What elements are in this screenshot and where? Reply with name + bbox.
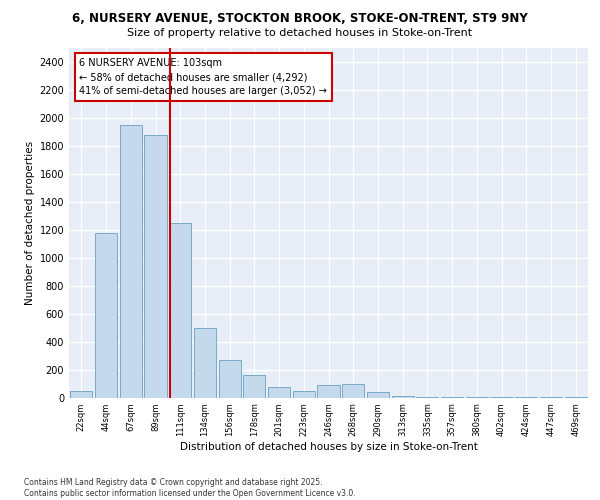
Bar xyxy=(342,384,364,398)
Bar xyxy=(416,397,439,398)
Bar xyxy=(466,397,488,398)
Y-axis label: Number of detached properties: Number of detached properties xyxy=(25,140,35,304)
Bar xyxy=(218,360,241,398)
Bar xyxy=(367,392,389,398)
Text: 6 NURSERY AVENUE: 103sqm
← 58% of detached houses are smaller (4,292)
41% of sem: 6 NURSERY AVENUE: 103sqm ← 58% of detach… xyxy=(79,58,327,96)
Bar xyxy=(243,375,265,398)
Bar xyxy=(317,385,340,398)
Bar xyxy=(441,397,463,398)
Bar xyxy=(70,390,92,398)
Bar xyxy=(119,124,142,398)
X-axis label: Distribution of detached houses by size in Stoke-on-Trent: Distribution of detached houses by size … xyxy=(179,442,478,452)
Bar xyxy=(194,328,216,398)
Text: 6, NURSERY AVENUE, STOCKTON BROOK, STOKE-ON-TRENT, ST9 9NY: 6, NURSERY AVENUE, STOCKTON BROOK, STOKE… xyxy=(72,12,528,26)
Bar xyxy=(293,390,315,398)
Text: Size of property relative to detached houses in Stoke-on-Trent: Size of property relative to detached ho… xyxy=(127,28,473,38)
Bar xyxy=(392,396,414,398)
Bar xyxy=(268,387,290,398)
Bar xyxy=(145,135,167,398)
Bar xyxy=(95,233,117,398)
Bar xyxy=(169,222,191,398)
Text: Contains HM Land Registry data © Crown copyright and database right 2025.
Contai: Contains HM Land Registry data © Crown c… xyxy=(24,478,356,498)
